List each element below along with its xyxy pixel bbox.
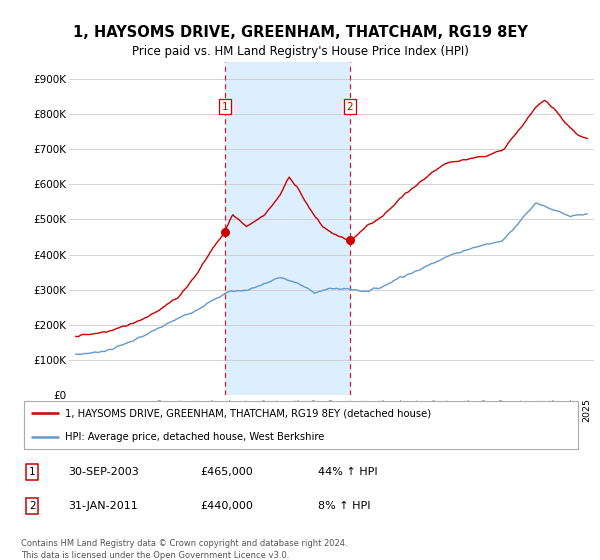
Text: 1, HAYSOMS DRIVE, GREENHAM, THATCHAM, RG19 8EY: 1, HAYSOMS DRIVE, GREENHAM, THATCHAM, RG… bbox=[73, 25, 527, 40]
Text: HPI: Average price, detached house, West Berkshire: HPI: Average price, detached house, West… bbox=[65, 432, 324, 442]
Text: 44% ↑ HPI: 44% ↑ HPI bbox=[319, 467, 378, 477]
Text: 8% ↑ HPI: 8% ↑ HPI bbox=[319, 501, 371, 511]
Text: 1: 1 bbox=[221, 101, 228, 111]
Text: £440,000: £440,000 bbox=[200, 501, 253, 511]
Bar bbox=[225, 62, 350, 395]
Text: 2: 2 bbox=[347, 101, 353, 111]
Text: £465,000: £465,000 bbox=[200, 467, 253, 477]
Text: 1: 1 bbox=[29, 467, 35, 477]
Text: Price paid vs. HM Land Registry's House Price Index (HPI): Price paid vs. HM Land Registry's House … bbox=[131, 45, 469, 58]
Text: 2: 2 bbox=[29, 501, 35, 511]
Text: 30-SEP-2003: 30-SEP-2003 bbox=[68, 467, 139, 477]
Text: 1, HAYSOMS DRIVE, GREENHAM, THATCHAM, RG19 8EY (detached house): 1, HAYSOMS DRIVE, GREENHAM, THATCHAM, RG… bbox=[65, 408, 431, 418]
FancyBboxPatch shape bbox=[24, 401, 578, 449]
Text: 31-JAN-2011: 31-JAN-2011 bbox=[68, 501, 139, 511]
Text: Contains HM Land Registry data © Crown copyright and database right 2024.
This d: Contains HM Land Registry data © Crown c… bbox=[21, 539, 347, 559]
